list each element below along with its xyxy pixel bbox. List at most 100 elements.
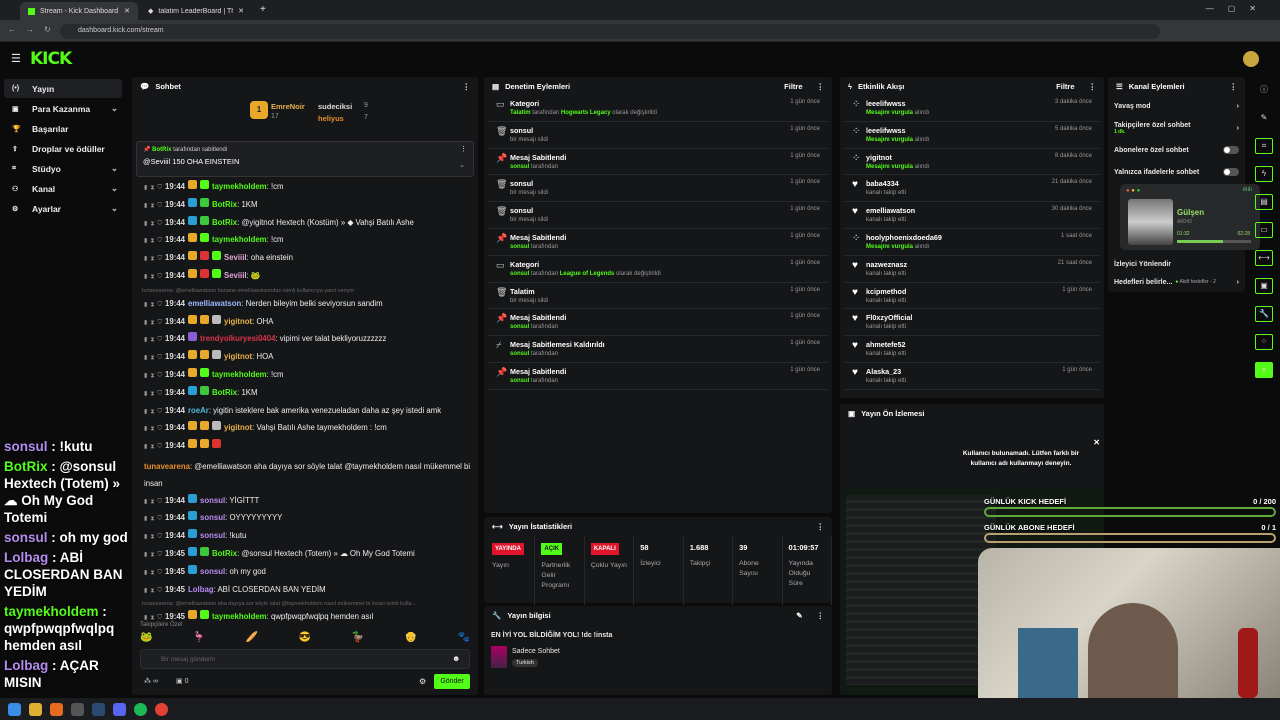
activity-item[interactable]: ⁘ yigitnot Mesajını vurgula alındı 8 dakika… (844, 149, 1100, 176)
chrome-icon[interactable] (155, 702, 168, 716)
timeout-icon[interactable]: ⧗ (150, 220, 155, 227)
timeout-icon[interactable]: ⧗ (150, 390, 155, 397)
chat-username[interactable]: Lolbag (188, 584, 214, 594)
delete-icon[interactable]: ▮ (144, 220, 148, 227)
category-name[interactable]: Sadece Sohbet (512, 648, 560, 655)
chat-message[interactable]: ▮ ⧗ ⛉ 19:44 tunavearena: @emelliawatson aha … (132, 438, 478, 492)
activity-item[interactable]: ♥ Fl0xzyOfficial kanalı takip etti (844, 309, 1100, 337)
ban-icon[interactable]: ⛉ (157, 185, 163, 191)
ban-icon[interactable]: ⛉ (157, 498, 163, 505)
ban-icon[interactable]: ⛉ (157, 390, 163, 397)
steam-icon[interactable] (92, 702, 105, 716)
leaderboard-second-name[interactable]: sudeciksi (318, 102, 353, 111)
toggle-switch[interactable] (1223, 146, 1239, 154)
chat-username[interactable]: yigitnot (224, 352, 253, 362)
delete-icon[interactable]: ▮ (144, 569, 148, 576)
delete-icon[interactable]: ▮ (144, 534, 148, 541)
timeout-icon[interactable]: ⧗ (150, 337, 155, 344)
connect-icon[interactable]: ⁘ (1255, 334, 1273, 350)
chat-username[interactable]: sonsul (200, 566, 226, 576)
timeout-icon[interactable]: ⧗ (150, 587, 155, 594)
timeout-icon[interactable]: ⧗ (150, 551, 155, 558)
moderation-item[interactable]: ▭ Kategori sonsul tarafından League of Leg… (488, 256, 828, 283)
more-icon[interactable]: ⋮ (816, 521, 825, 531)
delete-icon[interactable]: ▮ (144, 408, 148, 415)
chat-message[interactable]: ▮ ⧗ ⛉ 19:44 yigitnot: HOA (132, 349, 478, 367)
chat-message[interactable]: ▮ ⧗ ⛉ 19:45 BotRix: @sonsul Hextech (Totem) … (132, 546, 478, 564)
leaderboard-third-name[interactable]: heliyus (318, 114, 344, 123)
delete-icon[interactable]: ▮ (144, 301, 148, 308)
delete-icon[interactable]: ▮ (144, 390, 148, 397)
chat-username[interactable]: taymekholdem (212, 612, 267, 621)
delete-icon[interactable]: ▮ (144, 444, 148, 451)
chat-message[interactable]: ▮ ⧗ ⛉ 19:44 Seviiil: oha einstein (132, 250, 478, 268)
nav-buttons[interactable]: ←→↻ (8, 25, 61, 34)
emote-row[interactable]: 🐸 🦩 🥖 😎 🦆 👴 🐾 (140, 632, 470, 643)
activity-item[interactable]: ♥ emelliawatson kanalı takip etti 30 dakika… (844, 202, 1100, 229)
moderation-item[interactable]: 📌 Mesaj Sabitlendi sonsul tarafından 1 gün … (488, 309, 828, 337)
timeout-icon[interactable]: ⧗ (150, 273, 155, 280)
chat-username[interactable]: tunavearena (144, 461, 190, 471)
chat-username[interactable]: taymekholdem (212, 369, 267, 379)
delete-icon[interactable]: ▮ (144, 516, 148, 523)
moderation-item[interactable]: 🗑 sonsul bir mesajı sildi 1 gün önce (488, 175, 828, 203)
avatar[interactable] (1243, 51, 1259, 67)
discord-icon[interactable] (113, 702, 126, 716)
delete-icon[interactable]: ▮ (144, 615, 148, 621)
chat-message[interactable]: ▮ ⧗ ⛉ 19:44 emelliawatson: Nerden bileyim be… (132, 296, 478, 314)
chat-username[interactable]: roeAr (188, 405, 209, 415)
delete-icon[interactable]: ▮ (144, 273, 148, 280)
chat-message[interactable]: ▮ ⧗ ⛉ 19:44 BotRix: 1KM (132, 197, 478, 215)
language-tag[interactable]: Turkish (512, 659, 538, 667)
ban-icon[interactable]: ⛉ (157, 220, 163, 227)
ban-icon[interactable]: ⛉ (157, 301, 163, 308)
sidebar-item-4[interactable]: ⌗ Stüdyo ⌄ (4, 159, 122, 178)
timeout-icon[interactable]: ⧗ (150, 516, 155, 523)
emoji-icon[interactable]: ☻ (452, 654, 461, 663)
chat-username[interactable]: taymekholdem (212, 182, 267, 191)
fullscreen-icon[interactable]: ⌗ (1255, 138, 1273, 154)
delete-icon[interactable]: ▮ (144, 256, 148, 263)
chat-message[interactable]: ▮ ⧗ ⛉ 19:45 sonsul: oh my god (132, 564, 478, 582)
chat-settings-icon[interactable]: ⚙ (419, 677, 427, 686)
delete-icon[interactable]: ▮ (144, 319, 148, 326)
delete-icon[interactable]: ▮ (144, 202, 148, 209)
sidebar-item-3[interactable]: ⇪ Droplar ve ödüller (4, 139, 122, 158)
ban-icon[interactable]: ⛉ (157, 273, 163, 280)
chat-message-input[interactable]: Bir mesaj gönderin (140, 649, 470, 669)
hamburger-menu-icon[interactable]: ☰ (11, 53, 21, 65)
activity-item[interactable]: ⁘ hoolyphoenixdoeda69 Mesajını vurgula alı… (844, 229, 1100, 256)
ban-icon[interactable]: ⛉ (157, 569, 163, 576)
viewer-redirect[interactable]: İzleyici Yönlendir (1114, 260, 1172, 268)
chat-message[interactable]: ▮ ⧗ ⛉ 19:44 trendyolkuryesi0404: vipimi ver … (132, 331, 478, 349)
ban-icon[interactable]: ⛉ (157, 444, 163, 451)
timeout-icon[interactable]: ⧗ (150, 569, 155, 576)
tab-leaderboard[interactable]: ◆talatim LeaderBoard | The best✕ (148, 7, 244, 16)
chat-message[interactable]: ▮ ⧗ ⛉ 19:45 Lolbag: ABİ CLOSERDAN BAN YEDİM (132, 582, 478, 600)
chat-message[interactable]: ▮ ⧗ ⛉ 19:44 taymekholdem: !cm (132, 232, 478, 250)
filter-button[interactable]: Filtre (784, 81, 803, 91)
gift-count[interactable]: ▣ 0 (176, 678, 189, 685)
chat-username[interactable]: sonsul (200, 495, 226, 505)
moderation-item[interactable]: 📌 Mesaj Sabitlendi sonsul tarafından 1 gün … (488, 229, 828, 256)
edit-icon[interactable]: ✎ (796, 610, 803, 620)
moderation-item[interactable]: 🗑 sonsul bir mesajı sildi 1 gün önce (488, 122, 828, 149)
timeout-icon[interactable]: ⧗ (150, 256, 155, 263)
chat-username[interactable]: BotRix (212, 199, 238, 209)
delete-icon[interactable]: ▮ (144, 337, 148, 344)
activity-item[interactable]: ♥ baba4334 kanalı takip etti 21 dakika önce (844, 175, 1100, 203)
moderation-item[interactable]: 📌 Mesaj Sabitlendi sonsul tarafından 1 gün … (488, 149, 828, 176)
activity-item[interactable]: ♥ Alaska_23 kanalı takip etti 1 gün önce (844, 363, 1100, 390)
chat-message[interactable]: ▮ ⧗ ⛉ 19:44 taymekholdem: !cm (132, 367, 478, 385)
song-progress[interactable] (1177, 240, 1251, 243)
chat-message[interactable]: ▮ ⧗ ⛉ 19:44 sonsul: OYYYYYYYYY (132, 510, 478, 528)
ban-icon[interactable]: ⛉ (157, 337, 163, 344)
ban-icon[interactable]: ⛉ (157, 426, 163, 433)
chat-username[interactable]: yigitnot (224, 423, 253, 433)
set-goals[interactable]: Hedefleri belirle... ● Aktif hedefler - 2… (1114, 278, 1239, 286)
spotify-icon[interactable] (134, 702, 147, 716)
moderation-item[interactable]: 🗑 sonsul bir mesajı sildi 1 gün önce (488, 202, 828, 229)
delete-icon[interactable]: ▮ (144, 355, 148, 362)
chat-message[interactable]: ▮ ⧗ ⛉ 19:44 BotRix: 1KM (132, 385, 478, 403)
chevron-down-icon[interactable]: ⌄ (459, 162, 465, 169)
